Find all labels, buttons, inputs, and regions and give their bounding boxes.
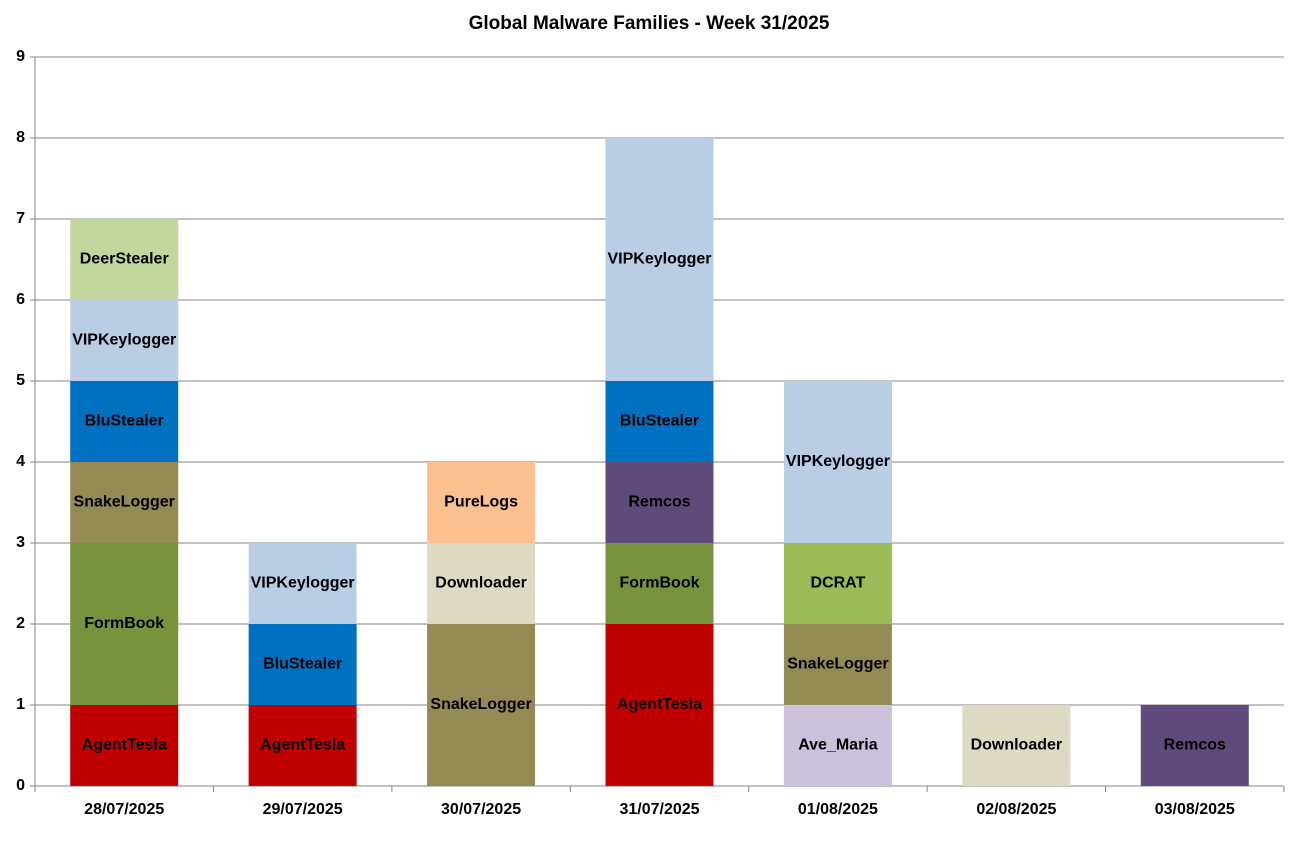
x-tick-label: 28/07/2025 bbox=[84, 801, 164, 818]
y-tick-label: 0 bbox=[16, 777, 25, 794]
bar-segment bbox=[1140, 705, 1249, 786]
segment-label: PureLogs bbox=[444, 494, 518, 511]
bar-segment bbox=[248, 624, 357, 705]
bar-segment bbox=[605, 543, 714, 624]
segment-label: VIPKeylogger bbox=[72, 332, 176, 349]
bar-segment bbox=[248, 705, 357, 786]
segment-label: BluStealer bbox=[620, 413, 699, 430]
y-tick-label: 6 bbox=[16, 291, 25, 308]
bar-segment bbox=[427, 543, 536, 624]
bar-segment bbox=[248, 543, 357, 624]
segment-label: SnakeLogger bbox=[74, 494, 175, 511]
bar-segment bbox=[70, 543, 179, 705]
segment-label: SnakeLogger bbox=[787, 656, 888, 673]
bar-segment bbox=[427, 624, 536, 786]
segment-label: Remcos bbox=[1164, 737, 1226, 754]
segment-label: Downloader bbox=[435, 575, 527, 592]
x-tick-label: 03/08/2025 bbox=[1155, 801, 1235, 818]
bar-segment bbox=[70, 462, 179, 543]
segment-label: AgentTesla bbox=[82, 737, 167, 754]
segment-label: BluStealer bbox=[263, 656, 342, 673]
segment-label: VIPKeylogger bbox=[607, 251, 711, 268]
bar-segment bbox=[70, 381, 179, 462]
segment-label: Ave_Maria bbox=[798, 737, 878, 754]
x-tick-label: 31/07/2025 bbox=[619, 801, 699, 818]
bar-segment bbox=[605, 624, 714, 786]
y-tick-label: 7 bbox=[16, 210, 25, 227]
bar-segment bbox=[70, 705, 179, 786]
y-tick-label: 3 bbox=[16, 534, 25, 551]
bar-segment bbox=[783, 624, 892, 705]
y-tick-label: 9 bbox=[16, 48, 25, 65]
segment-label: VIPKeylogger bbox=[786, 453, 890, 470]
segment-label: FormBook bbox=[620, 575, 700, 592]
chart-title: Global Malware Families - Week 31/2025 bbox=[469, 13, 830, 34]
segment-label: AgentTesla bbox=[617, 696, 702, 713]
bar-segment bbox=[962, 705, 1071, 786]
segment-label: Downloader bbox=[971, 737, 1063, 754]
x-tick-label: 01/08/2025 bbox=[798, 801, 878, 818]
bar-segment bbox=[605, 138, 714, 381]
segment-label: SnakeLogger bbox=[430, 696, 531, 713]
segment-label: VIPKeylogger bbox=[251, 575, 355, 592]
segment-label: AgentTesla bbox=[260, 737, 345, 754]
y-tick-label: 2 bbox=[16, 615, 25, 632]
segment-label: DeerStealer bbox=[80, 251, 169, 268]
bar-segment bbox=[70, 300, 179, 381]
bar-segment bbox=[783, 543, 892, 624]
x-tick-label: 29/07/2025 bbox=[263, 801, 343, 818]
bar-segment bbox=[783, 705, 892, 786]
bar-segment bbox=[605, 381, 714, 462]
segment-label: DCRAT bbox=[811, 575, 866, 592]
segment-label: FormBook bbox=[84, 615, 164, 632]
bar-segment bbox=[783, 381, 892, 543]
bar-segment bbox=[427, 462, 536, 543]
y-tick-label: 8 bbox=[16, 129, 25, 146]
segment-label: Remcos bbox=[628, 494, 690, 511]
x-tick-label: 02/08/2025 bbox=[976, 801, 1056, 818]
x-tick-label: 30/07/2025 bbox=[441, 801, 521, 818]
y-tick-label: 5 bbox=[16, 372, 25, 389]
segment-label: BluStealer bbox=[85, 413, 164, 430]
bar-segment bbox=[605, 462, 714, 543]
y-tick-label: 4 bbox=[16, 453, 25, 470]
bar-segment bbox=[70, 219, 179, 300]
y-tick-label: 1 bbox=[16, 696, 25, 713]
